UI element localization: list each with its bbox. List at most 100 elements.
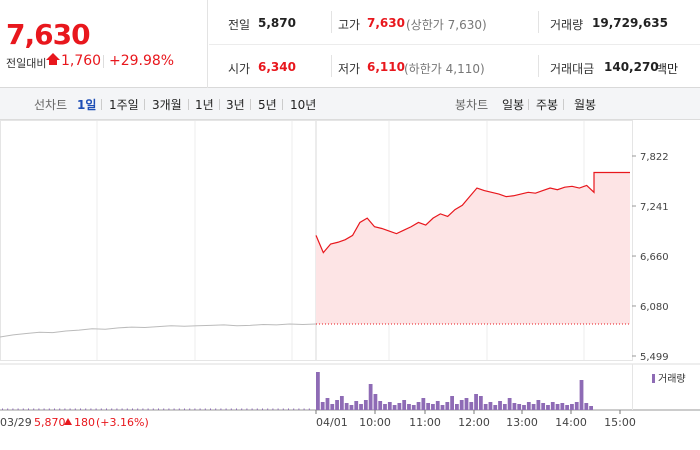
change-label: 전일대비 — [6, 57, 47, 70]
candle-daily[interactable]: 일봉 — [502, 98, 525, 112]
y-tick-label: 6,660 — [640, 252, 669, 263]
x-axis-ticks: 04/01 10:00 11:00 12:00 13:00 14:00 15:00 — [315, 410, 636, 429]
volume-bar — [378, 401, 383, 410]
volume-bar — [85, 408, 87, 410]
volume-bar — [416, 402, 421, 410]
volume-bar — [483, 404, 488, 410]
prev-day-up-icon — [64, 418, 72, 425]
line-chart-label: 선차트 — [34, 98, 68, 112]
volume-bar — [512, 403, 517, 410]
volume-bar — [194, 408, 196, 410]
volume-bar — [267, 408, 269, 410]
trade-value: 140,270 — [604, 60, 659, 74]
volume-bar — [199, 408, 201, 410]
period-5y[interactable]: 5년 — [258, 98, 277, 112]
volume-bar — [522, 405, 526, 410]
x-tick-label: 11:00 — [409, 416, 441, 429]
volume-bar — [474, 394, 478, 410]
volume-bar — [303, 408, 305, 410]
change-amount: 1,760 — [61, 53, 102, 69]
volume-bar — [445, 402, 450, 410]
y-axis-ticks: 7,822 7,241 6,660 6,080 5,499 — [632, 152, 669, 363]
volume-legend: 거래량 — [652, 373, 686, 385]
volume-bar — [59, 408, 61, 410]
volume-bar — [132, 408, 133, 410]
upper-limit: (상한가 7,630) — [406, 18, 487, 32]
prev-close-label: 전일 — [228, 18, 251, 32]
period-1y[interactable]: 1년 — [195, 98, 214, 112]
candle-chart-label: 봉차트 — [455, 98, 489, 112]
candle-monthly[interactable]: 월봉 — [574, 98, 597, 112]
volume-bar — [7, 408, 9, 410]
volume-bar — [570, 404, 574, 410]
volume-bar — [579, 380, 584, 410]
change-divider — [103, 55, 104, 68]
volume-bar — [184, 408, 185, 410]
volume-bar — [455, 404, 459, 410]
volume-bar — [464, 398, 469, 410]
volume-bar — [498, 401, 502, 410]
chart-canvas: 7,822 7,241 6,660 6,080 5,499 04/01 10:00 11:0… — [0, 120, 700, 429]
volume-bar — [536, 400, 541, 410]
volume-bar — [178, 408, 180, 410]
period-10y[interactable]: 10년 — [290, 98, 317, 112]
period-3y[interactable]: 3년 — [226, 98, 245, 112]
divider — [331, 55, 332, 77]
prev-day-info: 03/29 5,870 180 (+3.16%) — [0, 416, 149, 429]
volume-bar — [402, 400, 407, 410]
volume-bar — [256, 408, 258, 410]
volume-bar — [546, 405, 550, 410]
quote-summary: 7,630 전일대비 1,760 +29.98% 전일 5,870 고가 7,6… — [0, 0, 700, 88]
volume-bar — [64, 408, 66, 410]
volume-bar — [435, 401, 440, 410]
current-price: 7,630 — [6, 18, 91, 51]
volume-bar — [262, 408, 263, 410]
volume-bar — [210, 408, 211, 410]
volume-bar — [550, 402, 555, 410]
period-3m[interactable]: 3개월 — [152, 98, 182, 112]
volume-bar — [158, 408, 159, 410]
volume-bar — [373, 394, 378, 410]
volume-bar — [478, 396, 483, 410]
volume-bar — [17, 408, 19, 410]
y-tick-label: 6,080 — [640, 302, 669, 313]
x-tick-label: 12:00 — [458, 416, 490, 429]
volume-bar — [74, 408, 76, 410]
high-label: 고가 — [338, 18, 361, 32]
row-divider — [209, 44, 700, 45]
prev-day-close: 5,870 — [34, 416, 66, 429]
period-1d[interactable]: 1일 — [77, 98, 97, 112]
trade-value-label: 거래대금 — [550, 62, 595, 76]
volume-bar — [246, 408, 248, 410]
plot-frame — [0, 120, 633, 361]
volume-bar — [339, 396, 344, 410]
up-arrow-stem-icon — [49, 60, 57, 65]
volume-bar — [574, 402, 579, 410]
volume-bar — [54, 408, 55, 410]
low-label: 저가 — [338, 62, 361, 76]
divider — [250, 99, 251, 110]
volume-bar — [411, 405, 416, 410]
volume-legend-label: 거래량 — [658, 373, 686, 385]
volume-bar — [335, 400, 339, 410]
volume-bar — [584, 403, 589, 410]
volume-bar — [28, 408, 29, 410]
volume-bar — [421, 398, 426, 410]
candle-weekly[interactable]: 주봉 — [536, 98, 559, 112]
volume-bar — [359, 404, 363, 410]
x-tick-label: 14:00 — [555, 416, 587, 429]
up-arrow-icon — [46, 53, 60, 60]
x-tick-label: 04/01 — [316, 416, 348, 429]
volume-bar — [12, 408, 14, 410]
volume-bar — [349, 405, 354, 410]
volume-label: 거래량 — [550, 18, 584, 32]
volume-bar — [100, 408, 102, 410]
prev-close-value: 5,870 — [258, 16, 296, 30]
prev-day-change: 180 — [74, 416, 95, 429]
divider — [331, 11, 332, 33]
volume-bar — [152, 408, 154, 410]
open-label: 시가 — [228, 62, 251, 76]
volume-bar — [106, 408, 107, 410]
divider — [538, 11, 539, 33]
period-1w[interactable]: 1주일 — [109, 98, 139, 112]
